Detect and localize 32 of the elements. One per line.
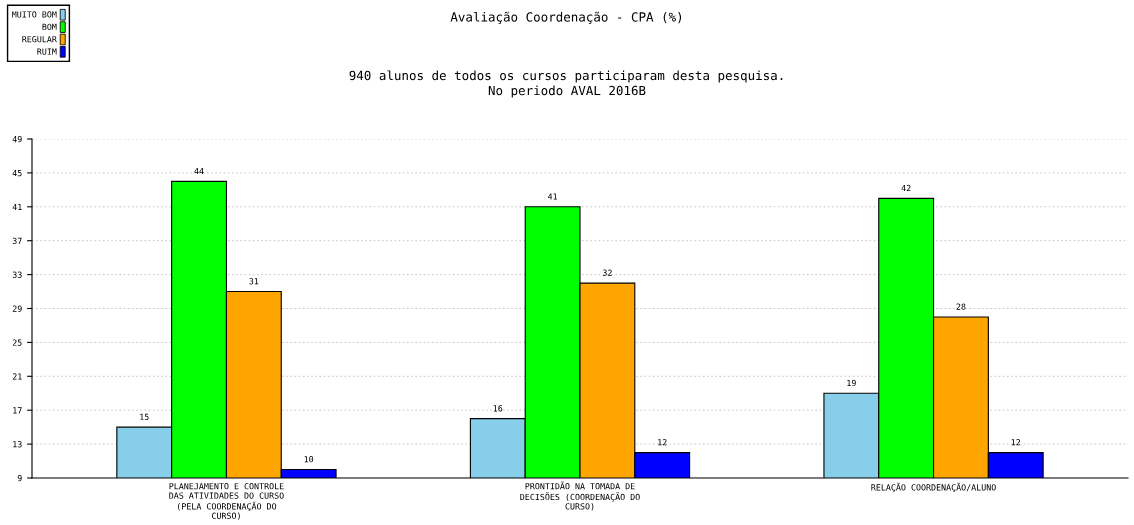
y-tick-label: 9	[17, 475, 22, 482]
x-tick-label: PLANEJAMENTO E CONTROLE DAS ATIVIDADES DO CURSO (PELA COORDENAÇÃO DO CURSO)	[169, 483, 284, 520]
legend-label: BOM	[42, 23, 57, 30]
x-tick-label: RELAÇÃO COORDENAÇÃO/ALUNO	[871, 482, 996, 492]
y-tick-label: 37	[12, 237, 22, 245]
y-tick-label: 41	[12, 203, 22, 210]
data-label: 44	[194, 168, 204, 175]
data-label: 16	[493, 405, 503, 412]
data-label: 12	[1011, 439, 1021, 446]
data-label: 31	[249, 278, 259, 285]
data-label: 41	[548, 193, 558, 200]
legend-label: RUIM	[37, 48, 57, 55]
y-tick-label: 45	[12, 170, 22, 177]
y-tick-label: 13	[13, 441, 22, 448]
data-label: 19	[847, 379, 856, 387]
chart-title: Avaliação Coordenação - CPA (%)	[450, 11, 682, 24]
y-tick-label: 17	[13, 407, 22, 414]
y-tick-label: 21	[12, 373, 22, 380]
legend-label: MUITO BOM	[12, 11, 57, 18]
data-label: 28	[956, 303, 966, 310]
chart-subtitle: 940 alunos de todos os cursos participaram desta pesquisa. No periodo AVAL 2016B	[349, 70, 783, 98]
y-tick-label: 33	[12, 271, 22, 278]
data-label: 15	[140, 413, 149, 420]
data-label: 32	[602, 269, 612, 276]
legend-label: REGULAR	[22, 36, 57, 43]
data-label: 12	[658, 439, 667, 446]
y-tick-label: 49	[12, 136, 22, 143]
x-tick-label: PRONTIDÃO NA TOMADA DE DECISÕES (COORDENAÇÃO DO CURSO)	[520, 481, 640, 511]
data-label: 10	[304, 456, 314, 463]
data-label: 42	[901, 184, 911, 192]
y-tick-label: 29	[12, 305, 22, 312]
y-tick-label: 25	[12, 339, 22, 346]
